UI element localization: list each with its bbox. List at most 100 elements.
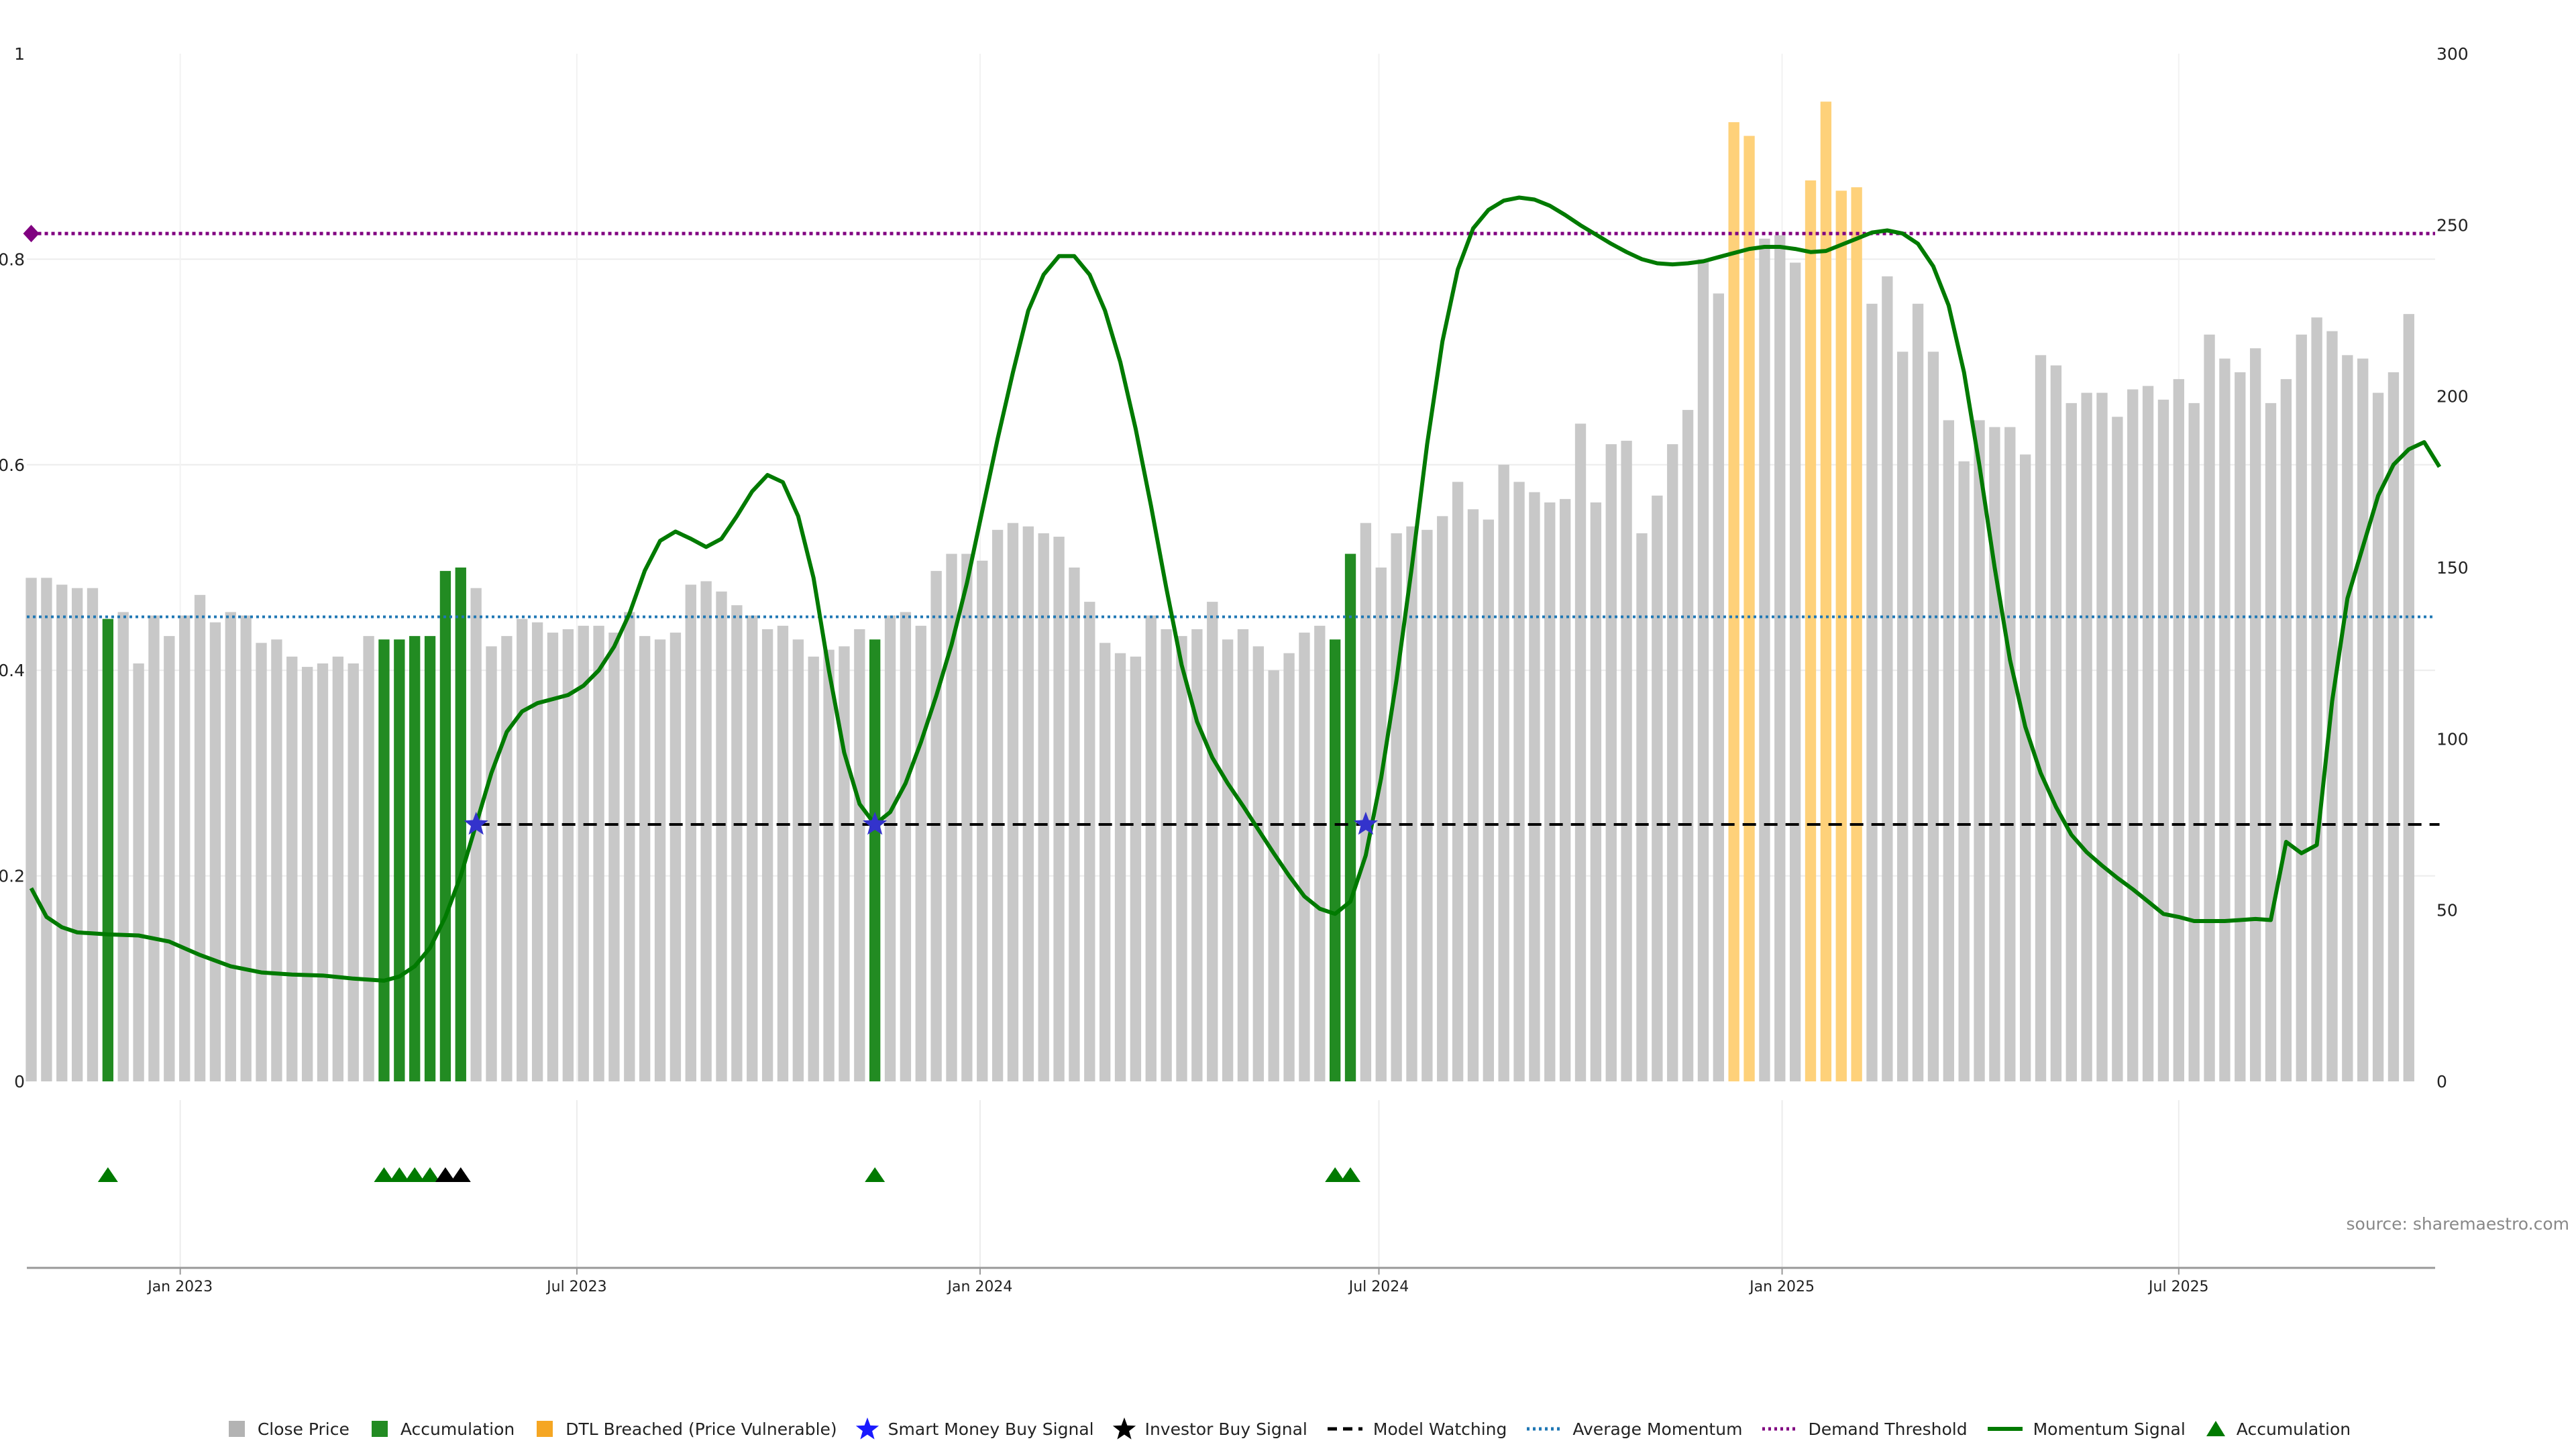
accumulation-marker	[405, 1167, 425, 1182]
line-legend-marker	[1987, 1427, 2023, 1431]
close-price-bar	[1621, 441, 1632, 1081]
close-price-bar	[1912, 303, 1924, 1082]
dot-legend-marker	[1527, 1427, 1562, 1431]
accumulation-marker	[420, 1167, 441, 1182]
close-price-bar	[1038, 533, 1049, 1081]
dash-legend-marker	[1327, 1427, 1362, 1431]
close-price-bar	[209, 622, 221, 1081]
close-price-bar	[1452, 482, 1464, 1081]
right-tick-label: 100	[2436, 729, 2469, 749]
close-price-bar	[347, 663, 359, 1081]
close-price-bar	[1360, 523, 1372, 1081]
close-price-bar	[1989, 427, 2000, 1081]
close-price-bar	[685, 584, 696, 1081]
close-price-bar	[1161, 629, 1172, 1081]
close-price-bar	[731, 605, 743, 1081]
close-price-bar	[1467, 509, 1479, 1081]
close-price-bar	[991, 529, 1004, 1081]
right-tick-label: 0	[2436, 1072, 2447, 1091]
close-price-bar	[761, 629, 773, 1081]
close-price-bar	[2342, 355, 2353, 1081]
legend-label: Model Watching	[1373, 1419, 1507, 1439]
close-price-bar	[854, 629, 865, 1081]
chart-legend: Close Price Accumulation DTL Breached (Pri…	[0, 1409, 2576, 1449]
close-price-bar	[1283, 653, 1295, 1081]
close-price-bar	[1697, 259, 1709, 1081]
legend-item: DTL Breached (Price Vulnerable)	[533, 1417, 837, 1440]
close-price-bar	[1605, 444, 1617, 1081]
left-tick-label: 0.6	[0, 455, 25, 475]
legend-item: Smart Money Buy Signal	[855, 1417, 1094, 1440]
left-tick-label: 1	[14, 44, 25, 64]
close-price-bar	[1314, 625, 1326, 1081]
star-legend-marker	[1112, 1417, 1136, 1440]
accumulation-bar	[409, 636, 421, 1081]
legend-label: Close Price	[257, 1419, 350, 1439]
close-price-bar	[884, 615, 896, 1081]
accumulation-marker	[1340, 1167, 1361, 1182]
close-price-bar	[164, 636, 175, 1081]
close-price-bar	[2004, 427, 2016, 1081]
close-price-bar	[1222, 639, 1234, 1081]
legend-label: DTL Breached (Price Vulnerable)	[566, 1419, 837, 1439]
close-price-bar	[1897, 352, 1909, 1081]
legend-item: Accumulation	[2204, 1417, 2351, 1440]
close-price-bar	[1421, 529, 1433, 1081]
close-price-bar	[1191, 629, 1203, 1081]
close-price-bar	[593, 625, 604, 1081]
close-price-bar	[501, 636, 513, 1081]
accumulation-marker	[374, 1167, 394, 1182]
x-tick-label: Jan 2025	[1748, 1279, 1815, 1295]
close-price-bar	[1437, 516, 1448, 1081]
smart-money-buy-signal	[464, 812, 488, 835]
close-price-bar	[2357, 358, 2369, 1081]
close-price-bar	[148, 615, 160, 1081]
close-price-bar	[1130, 656, 1142, 1081]
accumulation-marker	[1325, 1167, 1346, 1182]
close-price-bar	[225, 612, 236, 1081]
source-note: source: sharemaestro.com	[2346, 1214, 2570, 1234]
close-price-bar	[547, 633, 559, 1081]
close-price-bar	[2065, 402, 2077, 1081]
close-price-bar	[256, 643, 267, 1081]
close-price-bar	[332, 656, 344, 1081]
tick-labels: 0 0.2 0.4 0.6 0.8 1 0 50 100 150 200 250 300 Jan 2023…	[0, 44, 2469, 1295]
close-price-bar	[41, 578, 52, 1081]
close-price-bar	[1252, 646, 1264, 1081]
close-price-bar	[1958, 461, 1970, 1081]
investor-buy-marker	[450, 1167, 471, 1182]
close-price-bar	[1513, 482, 1525, 1081]
close-price-bar	[1007, 523, 1019, 1081]
accumulation-bar	[439, 571, 451, 1081]
close-price-bar	[470, 588, 482, 1081]
close-price-bar	[1789, 262, 1801, 1082]
close-price-bar	[839, 646, 850, 1081]
close-price-bar	[1022, 526, 1034, 1081]
accumulation-bar	[1329, 639, 1341, 1081]
close-price-bar	[1145, 615, 1157, 1081]
close-price-bar	[25, 578, 37, 1081]
close-price-bar	[2387, 372, 2400, 1082]
close-price-bar	[1544, 502, 1556, 1081]
close-price-bar	[1927, 352, 1939, 1081]
accumulation-marker	[389, 1167, 410, 1182]
close-price-bar	[716, 591, 727, 1081]
close-price-bar	[179, 615, 191, 1081]
right-tick-label: 300	[2436, 44, 2469, 64]
square-legend-marker	[371, 1421, 388, 1437]
close-price-bar	[1713, 293, 1724, 1081]
close-price-bar	[1774, 235, 1786, 1081]
close-price-bar	[1391, 533, 1402, 1081]
close-price-bar	[2112, 417, 2123, 1081]
close-price-bar	[1882, 276, 1893, 1081]
close-price-bar	[2296, 334, 2307, 1081]
close-price-bar	[777, 625, 789, 1081]
close-price-bar	[1652, 495, 1663, 1081]
close-price-bar	[1667, 444, 1678, 1081]
close-price-bar	[194, 594, 206, 1081]
close-price-bar	[639, 636, 651, 1081]
close-price-bar	[517, 619, 528, 1081]
close-price-bar	[1574, 423, 1587, 1081]
close-price-bar	[961, 553, 973, 1081]
close-price-bar	[2096, 392, 2108, 1081]
